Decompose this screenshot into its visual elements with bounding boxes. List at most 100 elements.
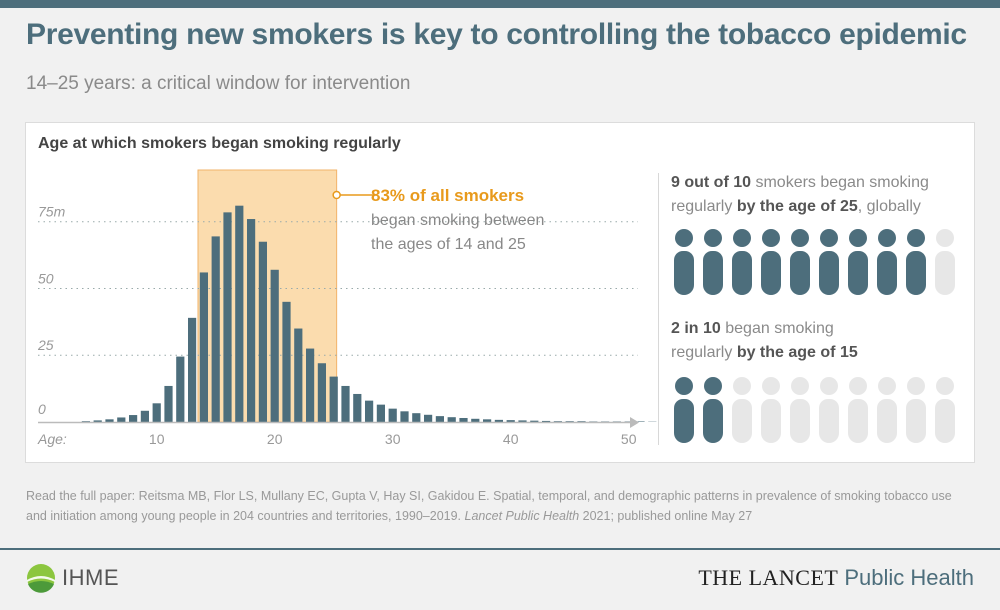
- person-filled-icon: [761, 229, 781, 295]
- person-head: [762, 377, 780, 395]
- person-body: [703, 251, 723, 295]
- person-filled-icon: [674, 377, 694, 443]
- bar: [376, 404, 385, 422]
- bar: [329, 376, 338, 422]
- bar: [612, 421, 621, 422]
- stat2-text2: regularly: [671, 344, 737, 361]
- stat1-text2: regularly: [671, 198, 737, 215]
- person-head: [936, 229, 954, 247]
- page-title: Preventing new smokers is key to control…: [26, 18, 967, 51]
- bar: [353, 393, 362, 422]
- person-head: [878, 229, 896, 247]
- person-head: [820, 229, 838, 247]
- person-head: [791, 229, 809, 247]
- person-body: [703, 399, 723, 443]
- bar: [306, 348, 315, 422]
- page-subtitle: 14–25 years: a critical window for inter…: [26, 73, 411, 94]
- bar: [140, 410, 149, 422]
- annotation-line-2: the ages of 14 and 25: [371, 236, 526, 253]
- citation-text: Read the full paper: Reitsma MB, Flor LS…: [26, 489, 952, 523]
- stat2-bold1: 2 in 10: [671, 320, 721, 337]
- bar: [542, 420, 551, 422]
- person-filled-icon: [674, 229, 694, 295]
- stat1-text1: smokers began smoking: [751, 174, 929, 191]
- citation-rest: 2021; published online May 27: [579, 509, 753, 523]
- person-empty-icon: [935, 229, 955, 295]
- bar: [589, 421, 598, 422]
- chart-title: Age at which smokers began smoking regul…: [38, 135, 401, 152]
- person-empty-icon: [848, 377, 868, 443]
- bar: [258, 241, 267, 422]
- bar: [188, 317, 197, 422]
- bar: [459, 417, 468, 422]
- bar: [601, 421, 610, 422]
- person-filled-icon: [732, 229, 752, 295]
- person-body: [790, 399, 810, 443]
- person-head: [675, 377, 693, 395]
- bar: [105, 419, 114, 422]
- ihme-wordmark: IHME: [62, 565, 119, 590]
- person-head: [791, 377, 809, 395]
- person-body: [848, 251, 868, 295]
- bar: [129, 415, 138, 422]
- panel-divider: [658, 173, 659, 445]
- person-filled-icon: [877, 229, 897, 295]
- x-tick-label: 30: [385, 431, 401, 447]
- person-body: [790, 251, 810, 295]
- bar: [247, 219, 256, 422]
- person-body: [761, 251, 781, 295]
- bar: [565, 421, 574, 422]
- footer-divider: [0, 548, 1000, 550]
- person-empty-icon: [935, 377, 955, 443]
- bar: [435, 416, 444, 422]
- person-body: [848, 399, 868, 443]
- bar: [294, 328, 303, 422]
- bar: [365, 400, 374, 422]
- stat2-text1: began smoking: [720, 320, 834, 337]
- person-empty-icon: [790, 377, 810, 443]
- person-head: [820, 377, 838, 395]
- bar: [494, 419, 503, 422]
- bar: [636, 421, 645, 422]
- person-body: [935, 251, 955, 295]
- person-empty-icon: [877, 377, 897, 443]
- citation-journal: Lancet Public Health: [464, 509, 580, 523]
- person-head: [704, 377, 722, 395]
- person-head: [936, 377, 954, 395]
- bar: [282, 301, 291, 422]
- person-body: [906, 399, 926, 443]
- y-tick-label: 50: [38, 270, 54, 286]
- person-head: [849, 377, 867, 395]
- people-pictogram-25: [674, 229, 955, 295]
- person-body: [877, 251, 897, 295]
- person-filled-icon: [819, 229, 839, 295]
- person-body: [935, 399, 955, 443]
- person-body: [674, 251, 694, 295]
- bar: [117, 417, 126, 422]
- bar: [93, 420, 102, 422]
- x-tick-label: 40: [503, 431, 519, 447]
- person-head: [907, 377, 925, 395]
- x-axis-arrow-icon: [630, 417, 639, 428]
- bar: [235, 205, 244, 422]
- bar: [447, 417, 456, 422]
- bar: [152, 403, 161, 422]
- bar: [176, 356, 185, 422]
- person-empty-icon: [732, 377, 752, 443]
- bar: [81, 421, 90, 422]
- bar: [317, 363, 326, 422]
- person-body: [877, 399, 897, 443]
- y-tick-label: 0: [38, 401, 46, 417]
- person-body: [732, 399, 752, 443]
- stat2-bold2: by the age of 15: [736, 344, 858, 361]
- chart-panel: Age at which smokers began smoking regul…: [25, 122, 975, 463]
- person-filled-icon: [703, 377, 723, 443]
- person-head: [878, 377, 896, 395]
- bar: [577, 421, 586, 422]
- stat-age-25: 9 out of 10 smokers began smoking regula…: [671, 171, 971, 219]
- bar: [530, 420, 539, 422]
- x-axis-label: Age:: [37, 431, 67, 447]
- bar: [483, 419, 492, 422]
- bar: [471, 418, 480, 422]
- citation: Read the full paper: Reitsma MB, Flor LS…: [26, 486, 966, 526]
